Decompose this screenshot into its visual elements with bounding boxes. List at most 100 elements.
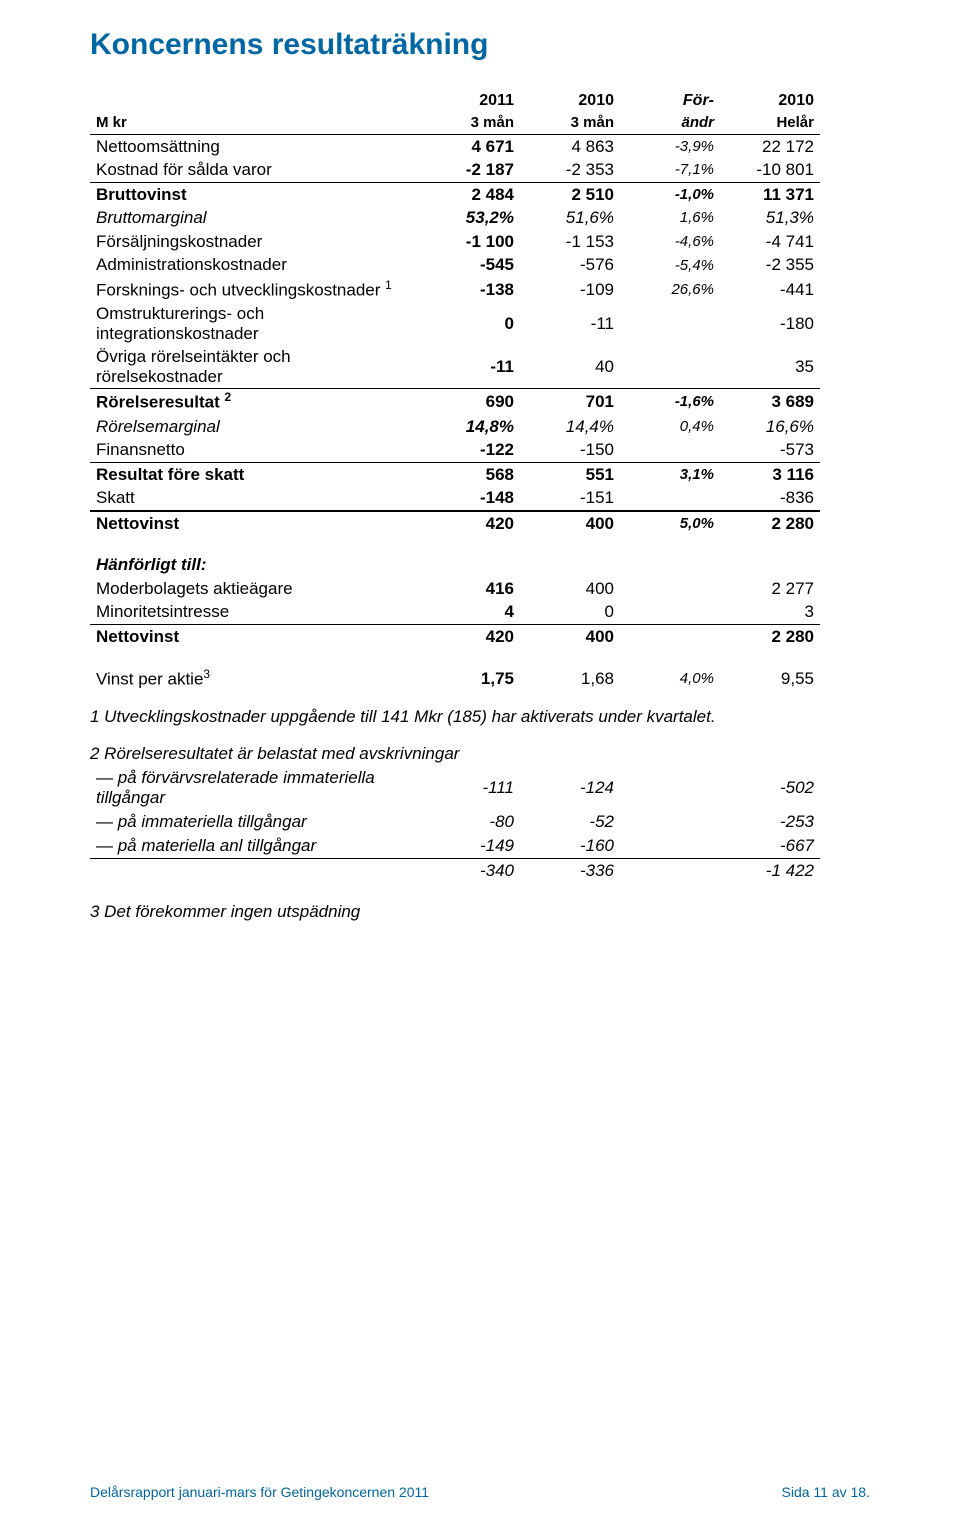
- footer-right: Sida 11 av 18.: [782, 1484, 870, 1500]
- page: Koncernens resultaträkning 2011 2010 För…: [0, 0, 960, 1522]
- footnote-row-value: -52: [520, 810, 620, 834]
- row-value: 1,6%: [620, 206, 720, 230]
- row-value: -1 153: [520, 230, 620, 254]
- row-value: -1,0%: [620, 182, 720, 206]
- row-value: -3,9%: [620, 134, 720, 158]
- hdr-andr: ändr: [620, 112, 720, 134]
- row-value: -441: [720, 277, 820, 302]
- row-value: -4,6%: [620, 230, 720, 254]
- row-label: Forsknings- och utvecklingskostnader 1: [90, 277, 420, 302]
- row-value: 40: [520, 345, 620, 389]
- row-value: 420: [420, 624, 520, 648]
- row-label: Finansnetto: [90, 438, 420, 462]
- row-value: 51,6%: [520, 206, 620, 230]
- row-value: -5,4%: [620, 253, 720, 277]
- row-label: Rörelseresultat 2: [90, 389, 420, 415]
- table-row: Bruttovinst2 4842 510-1,0%11 371: [90, 182, 820, 206]
- attribution-heading-row: Hänförligt till:: [90, 553, 820, 577]
- row-value: 2 277: [720, 577, 820, 601]
- row-value: [620, 624, 720, 648]
- row-label: Minoritetsintresse: [90, 600, 420, 624]
- row-value: -1 100: [420, 230, 520, 254]
- row-value: -151: [520, 486, 620, 511]
- row-value: 400: [520, 511, 620, 536]
- row-label: Nettovinst: [90, 511, 420, 536]
- footnote-row-label: — på immateriella tillgångar: [90, 810, 420, 834]
- attribution-heading: Hänförligt till:: [90, 553, 820, 577]
- income-statement-table: 2011 2010 För- 2010 M kr 3 mån 3 mån änd…: [90, 90, 820, 535]
- row-value: [620, 438, 720, 462]
- row-value: 3 689: [720, 389, 820, 415]
- row-value: 400: [520, 624, 620, 648]
- table-row: Skatt-148-151-836: [90, 486, 820, 511]
- table-row: Nettovinst4204002 280: [90, 624, 820, 648]
- eps-row: Vinst per aktie3 1,75 1,68 4,0% 9,55: [90, 666, 820, 691]
- row-label: Rörelsemarginal: [90, 415, 420, 439]
- row-value: 51,3%: [720, 206, 820, 230]
- hdr-blank: [90, 90, 420, 112]
- row-value: -122: [420, 438, 520, 462]
- row-value: -576: [520, 253, 620, 277]
- row-label: Bruttovinst: [90, 182, 420, 206]
- row-value: 3: [720, 600, 820, 624]
- row-value: -109: [520, 277, 620, 302]
- row-value: -138: [420, 277, 520, 302]
- row-label: Bruttomarginal: [90, 206, 420, 230]
- row-value: -573: [720, 438, 820, 462]
- table-row: Övriga rörelseintäkter ochrörelsekostnad…: [90, 345, 820, 389]
- row-label: Moderbolagets aktieägare: [90, 577, 420, 601]
- table-row: Kostnad för sålda varor-2 187-2 353-7,1%…: [90, 158, 820, 182]
- footnote-2-table: — på förvärvsrelaterade immateriellatill…: [90, 766, 820, 883]
- row-value: 16,6%: [720, 415, 820, 439]
- footnote-row-value: [620, 766, 720, 810]
- footnote-row-value: -502: [720, 766, 820, 810]
- table-row: Bruttomarginal53,2%51,6%1,6%51,3%: [90, 206, 820, 230]
- footnote-row-value: -1 422: [720, 858, 820, 883]
- row-value: 551: [520, 462, 620, 486]
- row-value: 53,2%: [420, 206, 520, 230]
- hdr-2010b: 2010: [720, 90, 820, 112]
- row-value: 14,4%: [520, 415, 620, 439]
- row-label: Omstrukturerings- ochintegrationskostnad…: [90, 302, 420, 345]
- row-value: 14,8%: [420, 415, 520, 439]
- eps-table: Vinst per aktie3 1,75 1,68 4,0% 9,55: [90, 666, 820, 691]
- eps-c3: 4,0%: [620, 666, 720, 691]
- row-value: -2 355: [720, 253, 820, 277]
- footnote-row: — på immateriella tillgångar-80-52-253: [90, 810, 820, 834]
- footnote-1: 1 Utvecklingskostnader uppgående till 14…: [90, 706, 790, 729]
- footnote-row-value: -253: [720, 810, 820, 834]
- footnote-row-label: — på materiella anl tillgångar: [90, 834, 420, 859]
- row-value: [620, 345, 720, 389]
- table-row: Omstrukturerings- ochintegrationskostnad…: [90, 302, 820, 345]
- table-row: Resultat före skatt5685513,1%3 116: [90, 462, 820, 486]
- hdr-for: För-: [620, 90, 720, 112]
- row-value: 0: [520, 600, 620, 624]
- row-value: 568: [420, 462, 520, 486]
- row-value: -4 741: [720, 230, 820, 254]
- table-row: Nettoomsättning4 6714 863-3,9%22 172: [90, 134, 820, 158]
- row-value: 690: [420, 389, 520, 415]
- footnote-row-value: -149: [420, 834, 520, 859]
- row-value: 0,4%: [620, 415, 720, 439]
- hdr-2010a: 2010: [520, 90, 620, 112]
- row-value: [620, 302, 720, 345]
- attribution-table: Hänförligt till: Moderbolagets aktieägar…: [90, 553, 820, 648]
- table-row: Nettovinst4204005,0%2 280: [90, 511, 820, 536]
- row-value: 2 280: [720, 624, 820, 648]
- hdr-mkr: M kr: [90, 112, 420, 134]
- row-value: -180: [720, 302, 820, 345]
- footnote-row-value: [620, 834, 720, 859]
- row-value: -7,1%: [620, 158, 720, 182]
- table-row: Rörelsemarginal14,8%14,4%0,4%16,6%: [90, 415, 820, 439]
- row-label: Nettoomsättning: [90, 134, 420, 158]
- table-header-row1: 2011 2010 För- 2010: [90, 90, 820, 112]
- row-label: Kostnad för sålda varor: [90, 158, 420, 182]
- footnote-row: — på materiella anl tillgångar-149-160-6…: [90, 834, 820, 859]
- row-value: -150: [520, 438, 620, 462]
- row-value: 2 484: [420, 182, 520, 206]
- row-value: 3,1%: [620, 462, 720, 486]
- row-value: 4 863: [520, 134, 620, 158]
- row-value: 3 116: [720, 462, 820, 486]
- table-row: Försäljningskostnader-1 100-1 153-4,6%-4…: [90, 230, 820, 254]
- row-value: -836: [720, 486, 820, 511]
